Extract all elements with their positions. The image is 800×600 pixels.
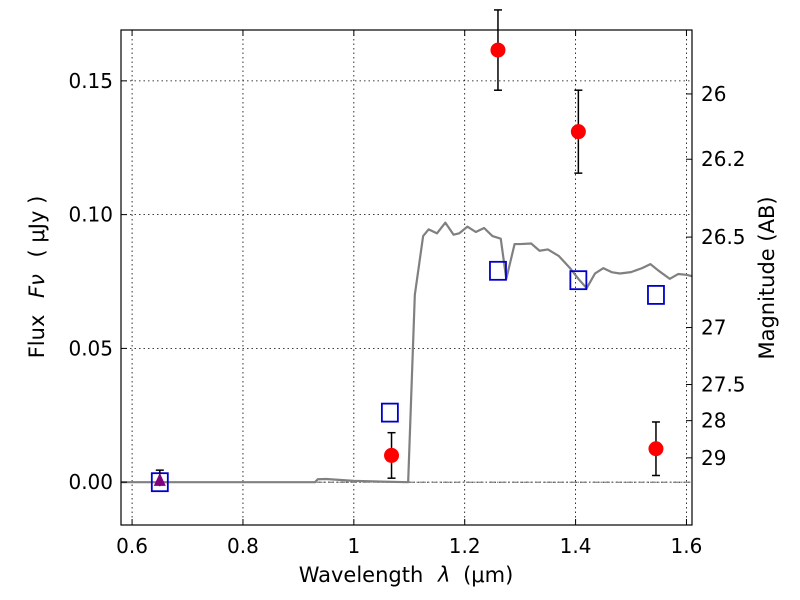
x-tick-label: 1 bbox=[347, 534, 360, 558]
x-tick-label: 1.2 bbox=[449, 534, 481, 558]
observed-point bbox=[490, 42, 506, 58]
y2-tick-label: 26 bbox=[701, 82, 726, 106]
y2-tick-label: 27 bbox=[701, 316, 726, 340]
points-layer bbox=[150, 9, 665, 493]
y-axis-label: Flux Fν ( μJy ) bbox=[25, 196, 49, 359]
plot-frame bbox=[120, 29, 693, 526]
observed-point bbox=[384, 447, 400, 463]
observed-point bbox=[648, 441, 664, 457]
y2-tick-label: 29 bbox=[701, 446, 726, 470]
x-tick-label: 0.8 bbox=[227, 534, 259, 558]
y-tick-label: 0.15 bbox=[68, 69, 113, 93]
y2-axis-label: Magnitude (AB) bbox=[755, 196, 779, 359]
x-axis-label: Wavelength λ (μm) bbox=[299, 563, 514, 587]
y-axis-label-unit: ( μJy ) bbox=[25, 196, 49, 258]
series-layer bbox=[121, 221, 692, 484]
model-photometry-point bbox=[647, 284, 665, 305]
y-axis-label-text: Flux bbox=[25, 315, 49, 359]
y2-tick-label: 26.5 bbox=[701, 225, 746, 249]
y-tick-label: 0.00 bbox=[68, 470, 113, 494]
ticks: 0.6 0.8 1 1.2 1.4 1.6 0.00 0.05 0.10 0.15 26 26.2 26… bbox=[68, 30, 746, 558]
observed-point bbox=[570, 124, 586, 140]
y-tick-label: 0.05 bbox=[68, 336, 113, 360]
y2-tick-label: 27.5 bbox=[701, 373, 746, 397]
y-axis-label-symbol: Fν bbox=[25, 274, 49, 298]
model-photometry-point bbox=[569, 270, 588, 291]
y-tick-label: 0.10 bbox=[68, 203, 113, 227]
x-tick-label: 1.6 bbox=[671, 534, 703, 558]
model-photometry-point bbox=[380, 402, 399, 423]
x-axis-label-unit: (μm) bbox=[463, 563, 513, 587]
x-tick-label: 0.6 bbox=[116, 534, 148, 558]
upper-limit-triangle bbox=[153, 472, 166, 486]
x-tick-label: 1.4 bbox=[560, 534, 592, 558]
model-photometry-point bbox=[489, 260, 507, 281]
y2-tick-label: 28 bbox=[701, 409, 726, 433]
y2-tick-label: 26.2 bbox=[701, 147, 746, 171]
plot-area-background bbox=[121, 30, 692, 525]
sed-model-line bbox=[121, 221, 692, 484]
x-axis-label-text: Wavelength bbox=[299, 563, 424, 587]
x-axis-label-symbol: λ bbox=[437, 563, 450, 587]
